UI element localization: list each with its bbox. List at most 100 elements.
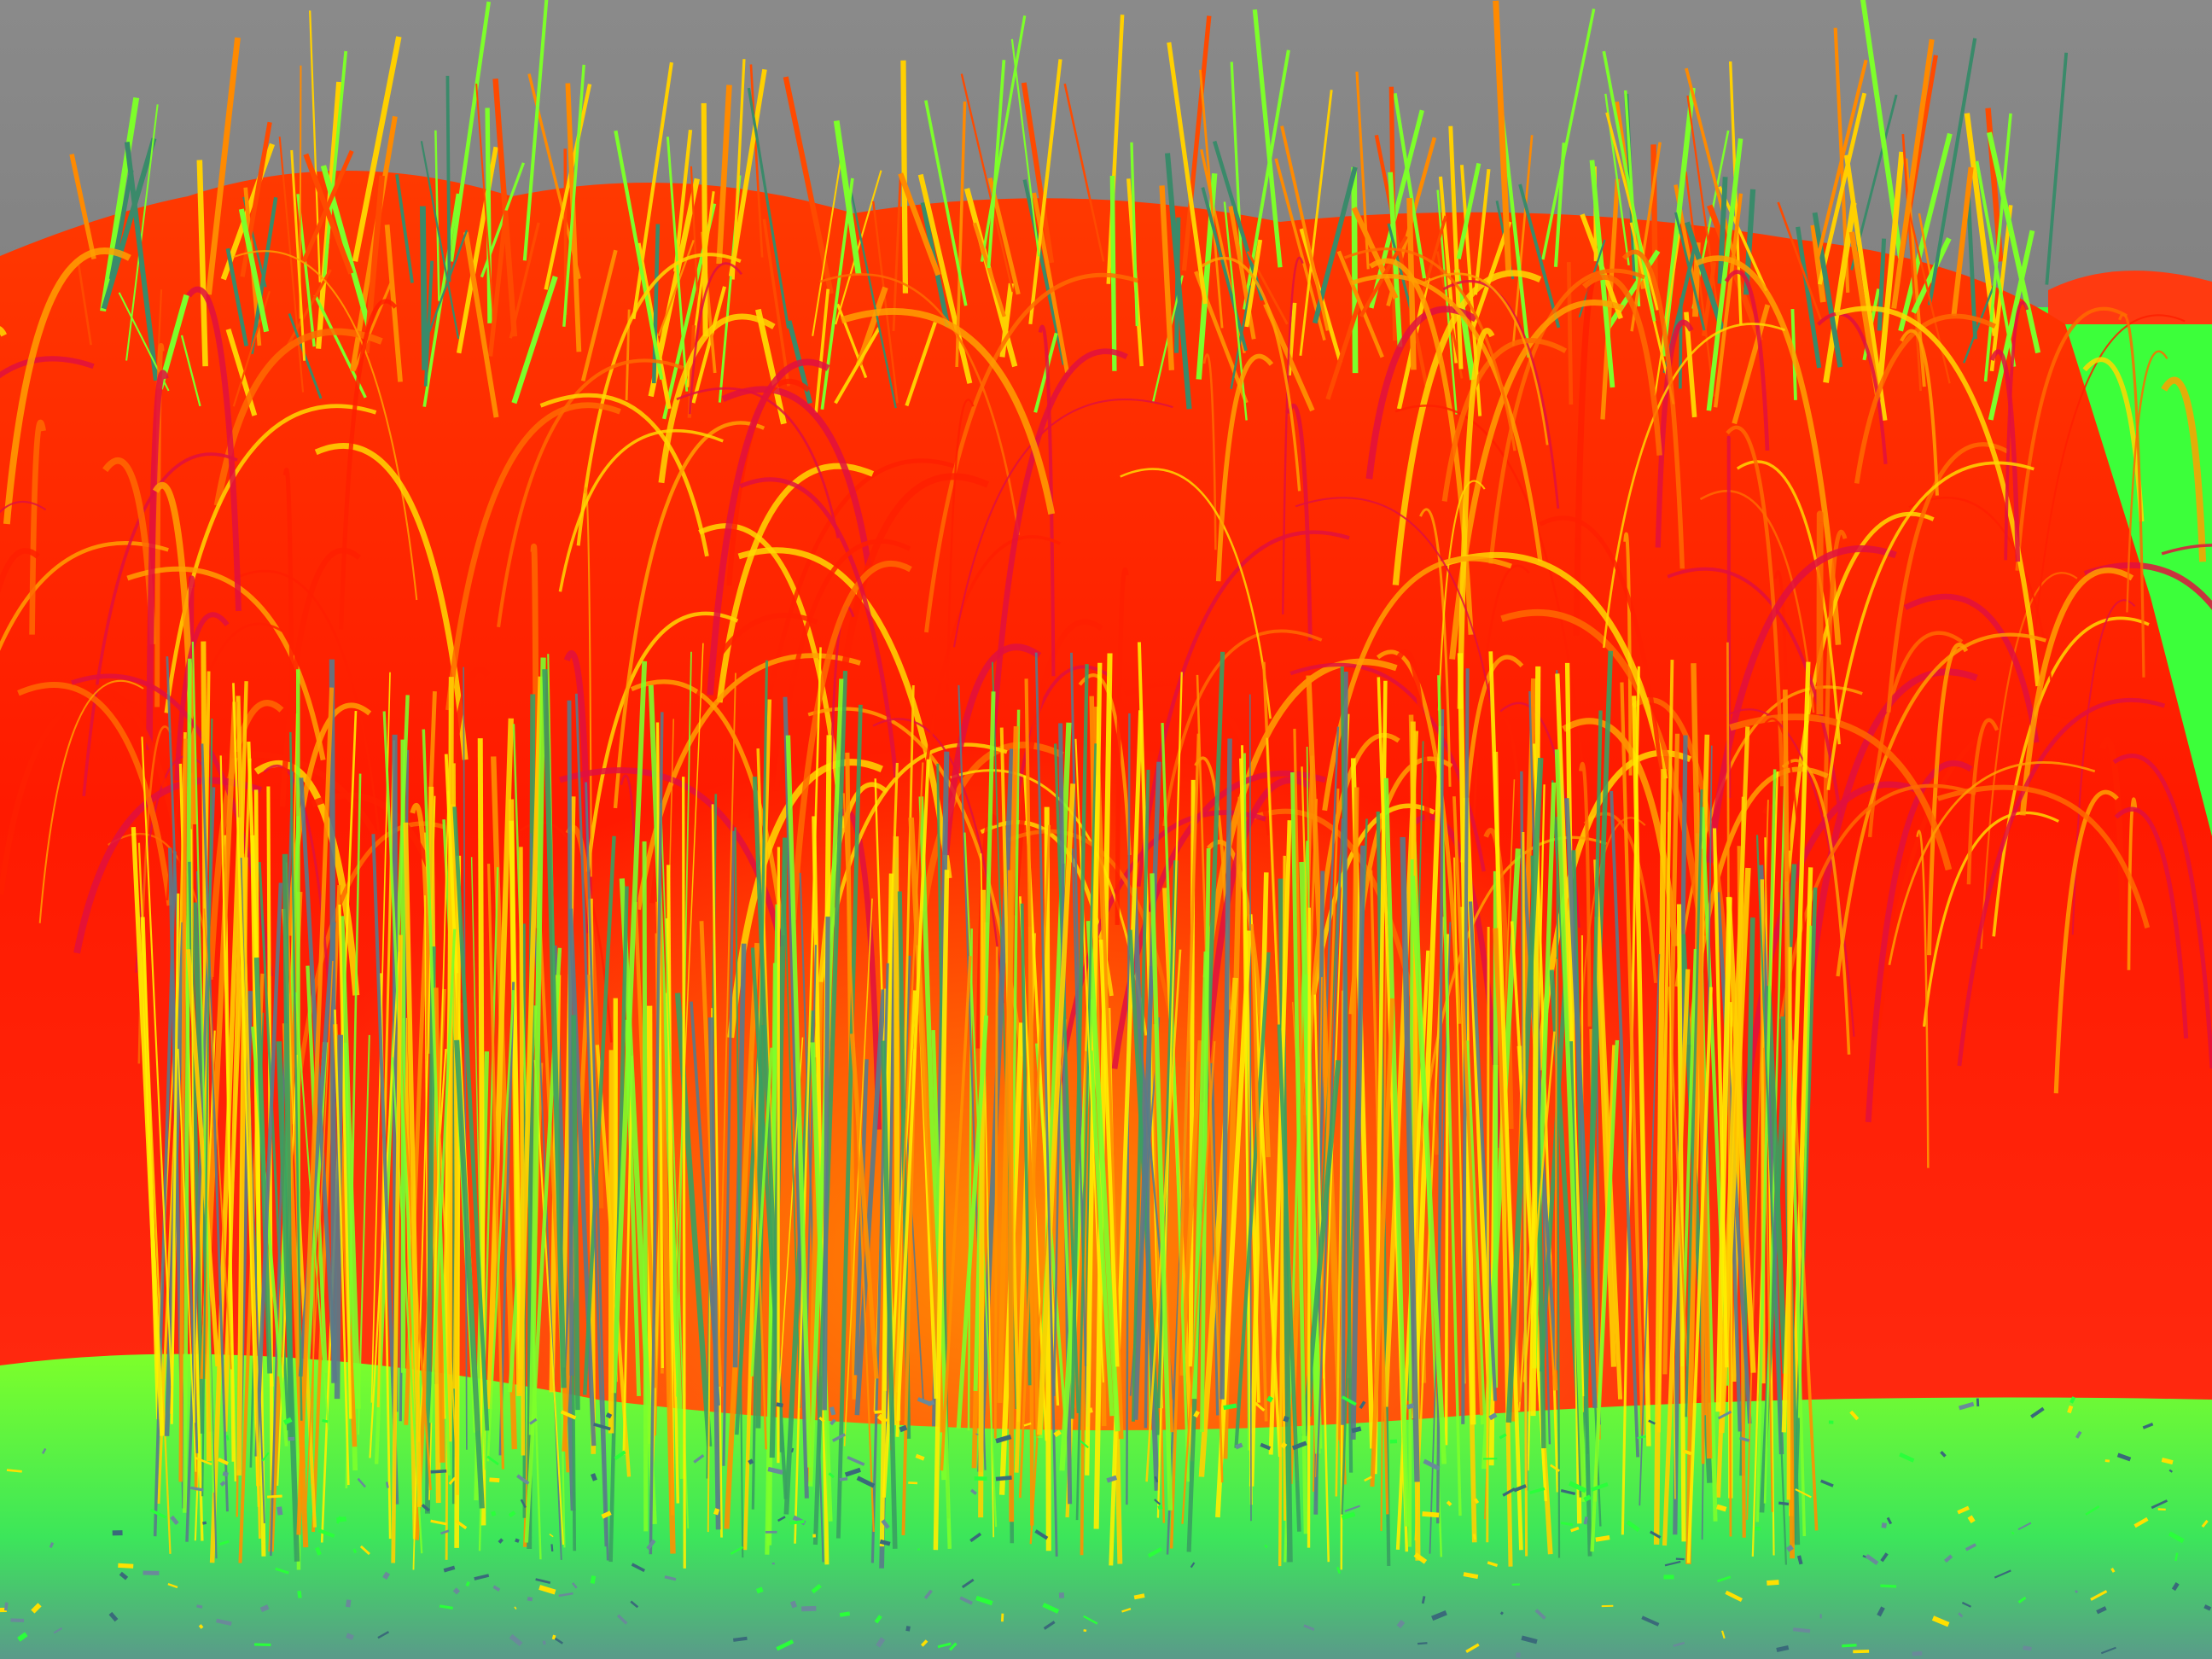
leaf-tip	[420, 141, 460, 339]
ground-speck	[498, 1538, 504, 1544]
ground-speck	[664, 1575, 677, 1581]
ground-speck	[118, 1563, 134, 1569]
leaf	[17, 682, 173, 906]
leaf	[282, 468, 295, 859]
leaf	[790, 560, 912, 921]
ground-speck	[879, 1539, 891, 1546]
ground-speck	[1499, 1611, 1504, 1615]
leaf-tip	[1732, 304, 1771, 425]
leaf-tip	[1299, 90, 1333, 356]
leaf	[1726, 425, 1784, 787]
ground-speck	[527, 1596, 533, 1602]
stem	[1350, 845, 1366, 1440]
leaf	[1394, 405, 1584, 760]
ground-speck	[474, 1574, 490, 1580]
leaf	[1762, 717, 1809, 1017]
leaf-tip	[834, 327, 881, 405]
stem	[611, 661, 648, 1394]
leaf-tip	[924, 100, 968, 306]
ground-speck	[535, 1578, 551, 1585]
ground-speck	[1720, 1630, 1726, 1639]
leaf	[126, 566, 326, 761]
leaf-tip	[1374, 134, 1429, 387]
ground-speck	[1154, 1476, 1159, 1483]
stem	[1528, 690, 1551, 1445]
ground-speck	[219, 1481, 226, 1487]
ground-speck	[440, 1529, 450, 1535]
leaf-tip	[238, 208, 270, 333]
ground-speck	[1649, 1530, 1662, 1540]
ground-speck	[218, 1458, 229, 1465]
stem	[722, 830, 736, 1466]
ground-speck	[975, 1595, 993, 1606]
leaf-tip	[225, 247, 248, 346]
stem	[1486, 926, 1490, 1543]
ground-speck	[789, 1520, 805, 1525]
ground-speck	[876, 1413, 888, 1424]
stem	[517, 676, 544, 1394]
leaf-tip	[1605, 249, 1661, 330]
stem	[1621, 666, 1640, 1535]
ground-speck	[317, 1528, 335, 1539]
ground-speck	[2168, 1469, 2174, 1473]
leaf-tip	[1983, 113, 2012, 382]
leaf-tip	[445, 75, 451, 282]
ground-speck	[1157, 1505, 1163, 1511]
stem	[750, 1047, 773, 1377]
stem	[170, 893, 180, 1424]
leaf	[920, 742, 1064, 912]
leaf	[924, 272, 1139, 633]
stem	[1075, 743, 1097, 1521]
leaf	[1120, 468, 1272, 719]
leaf	[1936, 784, 2151, 928]
ground-speck	[2100, 1646, 2116, 1655]
stem	[993, 946, 998, 1439]
ground-speck	[216, 1618, 232, 1626]
leaf	[0, 356, 95, 379]
ground-speck	[844, 1467, 861, 1477]
stem	[1726, 896, 1756, 1373]
ground-speck	[1121, 1607, 1132, 1613]
ground-speck	[1785, 1545, 1794, 1552]
leaf	[2127, 797, 2138, 970]
ground-speck	[538, 1585, 556, 1595]
stem	[285, 862, 306, 1469]
ground-speck	[2023, 1645, 2032, 1651]
ground-speck	[550, 1544, 554, 1552]
stem	[1410, 876, 1447, 1464]
ground-speck	[2090, 1590, 2108, 1601]
leaf-tip	[487, 210, 509, 357]
ground-speck	[1083, 1615, 1098, 1625]
leaf-tip	[423, 260, 434, 387]
ground-speck	[1254, 1401, 1266, 1412]
leaf-tip	[1106, 15, 1125, 284]
ground-speck	[601, 1511, 612, 1519]
stem	[509, 820, 523, 1370]
leaf-tip	[1877, 238, 1887, 331]
ground-speck	[1336, 1566, 1342, 1575]
stem	[1200, 847, 1211, 1433]
leaf	[707, 358, 830, 696]
leaf	[584, 486, 592, 877]
ground-speck	[1446, 1500, 1452, 1507]
ground-speck	[1280, 1441, 1288, 1449]
ground-speck	[448, 1476, 457, 1485]
leaf	[1282, 256, 1304, 614]
leaf-tip	[1420, 215, 1447, 300]
ground-speck	[1739, 1436, 1750, 1442]
stem	[882, 990, 917, 1498]
stem	[1070, 664, 1089, 1419]
ground-speck	[1776, 1644, 1790, 1653]
ground-speck	[529, 1417, 538, 1425]
leaf	[2019, 568, 2134, 816]
leaf-tip	[562, 64, 585, 327]
stem	[1086, 920, 1121, 1432]
ground-speck	[881, 1519, 890, 1529]
stem	[707, 1017, 721, 1530]
ground-speck	[572, 1582, 578, 1589]
stem	[486, 990, 515, 1462]
stem	[1052, 863, 1065, 1396]
ground-speck	[1235, 1442, 1243, 1450]
leaf	[29, 419, 46, 635]
leaf	[2161, 376, 2207, 562]
